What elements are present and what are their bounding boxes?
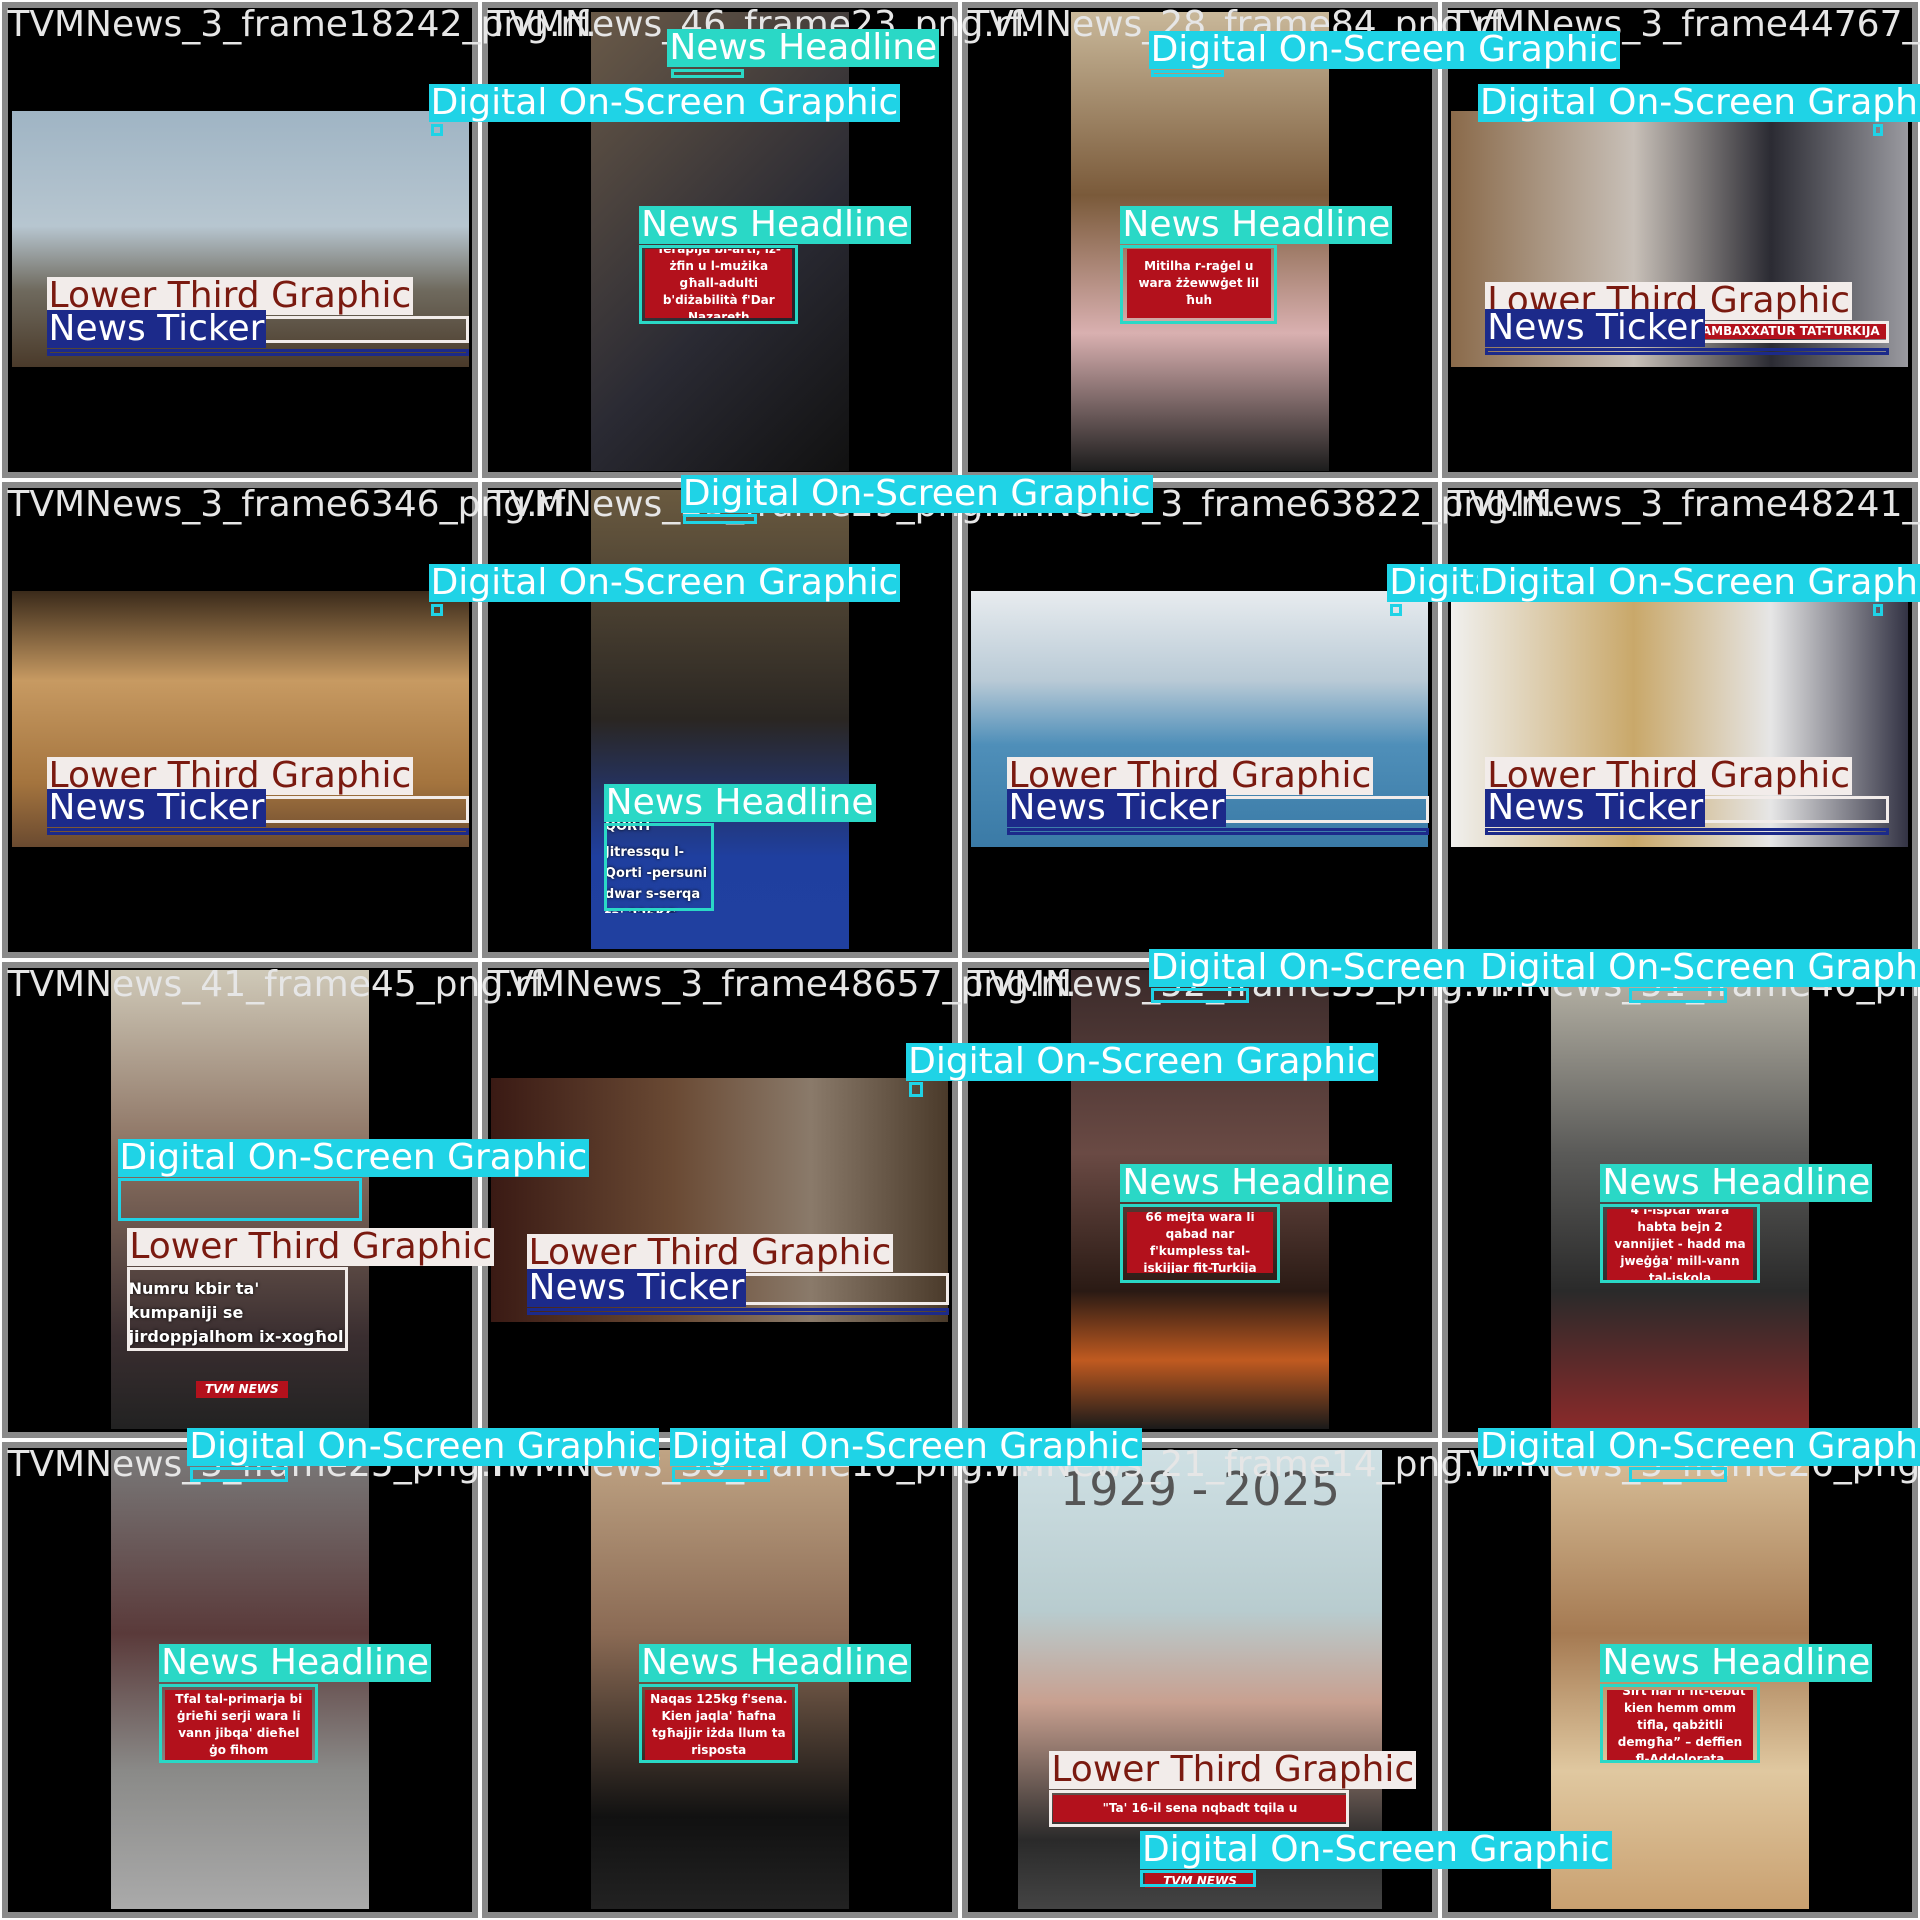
bounding-box [1873, 123, 1884, 136]
box-label: Digital On-Screen Graphic [680, 473, 1153, 515]
on-screen-caption: Numru kbir ta' kumpaniji se jirdoppjalho… [128, 1279, 344, 1347]
bounding-box [639, 1683, 799, 1764]
bounding-box [1389, 603, 1403, 616]
box-label: News Headline [603, 781, 876, 823]
on-screen-caption: TVM NEWS [195, 1381, 288, 1399]
bounding-box [1140, 1869, 1257, 1887]
box-label: News Ticker [46, 307, 267, 349]
bounding-box [431, 123, 444, 136]
box-label: Digital On-Screen Graphic [1477, 84, 1920, 123]
bounding-box [1628, 988, 1727, 1003]
box-label: Digital On-Screen Graphic [906, 1041, 1378, 1083]
box-label: Digital On-Screen Graphic [1140, 1828, 1612, 1870]
box-label: News Ticker [1485, 786, 1706, 828]
bounding-box [117, 1177, 363, 1221]
box-label: News Headline [1120, 1162, 1393, 1204]
bounding-box [1485, 347, 1890, 356]
bounding-box [46, 827, 469, 836]
box-label: News Headline [1600, 1162, 1873, 1204]
on-screen-caption: "Ta' 16-il sena nqbadt tqila u [1053, 1795, 1347, 1823]
box-label: Digital On-Screen Graphic [1148, 28, 1621, 70]
bounding-box [1628, 1466, 1727, 1482]
bounding-box [1151, 988, 1249, 1003]
box-label: Digital On-Screen Graphic [1477, 948, 1920, 987]
on-screen-caption: Naqas 125kg f'sena. Kien jaqla' ħafna tg… [645, 1689, 793, 1761]
bounding-box [1049, 1790, 1350, 1827]
frame-title: TVMNews_41_frame45_png.rf. [7, 963, 551, 1005]
bounding-box [1600, 1203, 1760, 1284]
bounding-box [189, 1466, 288, 1482]
on-screen-caption: Tfal tal-primarja bi ġrieħi serji wara l… [165, 1689, 313, 1761]
box-label: Digital On-Screen Graphic [1477, 564, 1920, 603]
bounding-box [127, 1267, 348, 1351]
box-label: News Ticker [526, 1266, 747, 1308]
frame-title: TVMNews_3_frame6346_png.rf. [7, 483, 574, 525]
on-screen-caption: 4 l-isptar wara habta bejn 2 vannijiet -… [1606, 1208, 1754, 1280]
box-label: News Headline [1120, 203, 1393, 245]
box-label: Lower Third Graphic [1049, 1749, 1417, 1791]
on-screen-caption: 1929 - 2025 [1059, 1464, 1340, 1517]
box-label: Lower Third Graphic [526, 1232, 894, 1274]
box-label: News Headline [1600, 1642, 1873, 1684]
bounding-box [1120, 244, 1278, 325]
box-label: Digital On-Screen Graphic [669, 1425, 1142, 1467]
box-label: Lower Third Graphic [1006, 754, 1374, 796]
on-screen-caption: 66 mejta wara li qabad nar f'kumpless ta… [1126, 1212, 1274, 1274]
box-label: Lower Third Graphic [1485, 754, 1853, 796]
bounding-box [639, 244, 799, 325]
box-label: News Headline [639, 203, 911, 245]
on-screen-caption: Mitilha r-raġel u wara żżewwġet lil ħuh [1126, 248, 1271, 319]
bounding-box [1873, 603, 1884, 616]
bounding-box [526, 1307, 949, 1316]
bounding-box [1151, 69, 1225, 78]
box-label: Digital On-Screen Graphic [187, 1425, 660, 1467]
box-label: Lower Third Graphic [46, 274, 414, 316]
box-label: Digital On-Screen Graphic [428, 562, 901, 604]
box-label: News Ticker [1006, 786, 1227, 828]
box-label: Digital On-Screen Graphic [1477, 1427, 1920, 1466]
bounding-box [159, 1683, 319, 1764]
bounding-box [1485, 827, 1890, 836]
bounding-box [683, 514, 757, 525]
box-label: News Headline [159, 1642, 431, 1684]
bounding-box [603, 822, 714, 911]
on-screen-caption: QORTI [604, 818, 651, 834]
frame-title: TVMNews_3_frame18242_png.rf. [7, 3, 597, 45]
box-label: Lower Third Graphic [127, 1226, 495, 1268]
frame-title: TVMNews_3_frame48241_png.rf. [1447, 483, 1920, 525]
bounding-box [1120, 1203, 1280, 1284]
box-label: News Headline [639, 1642, 911, 1684]
box-label: Digital On-Screen Graphic [428, 82, 901, 124]
box-label: News Headline [667, 27, 940, 69]
frame-title: TVMNews_3_frame48657_png.rf. [487, 963, 1077, 1005]
on-screen-caption: AMBAXXATUR TAT-TURKIJA [1695, 324, 1886, 340]
box-label: News Ticker [46, 786, 267, 828]
bounding-box [672, 1466, 771, 1482]
box-label: News Ticker [1485, 306, 1706, 348]
box-label: Lower Third Graphic [46, 754, 414, 796]
bounding-box [1600, 1683, 1760, 1764]
bounding-box [671, 68, 745, 79]
box-label: Digital On-Screen Graphic [117, 1136, 590, 1178]
frame-image [111, 969, 369, 1429]
bounding-box [431, 603, 444, 616]
bounding-box [46, 348, 469, 357]
on-screen-caption: “Sirt naf li fit-tebut kien hemm omm tif… [1606, 1689, 1754, 1761]
bounding-box [1006, 827, 1429, 836]
on-screen-caption: Terapija bl-arti, iż-żfin u l-mużika għa… [645, 248, 793, 319]
bounding-box [908, 1082, 924, 1098]
